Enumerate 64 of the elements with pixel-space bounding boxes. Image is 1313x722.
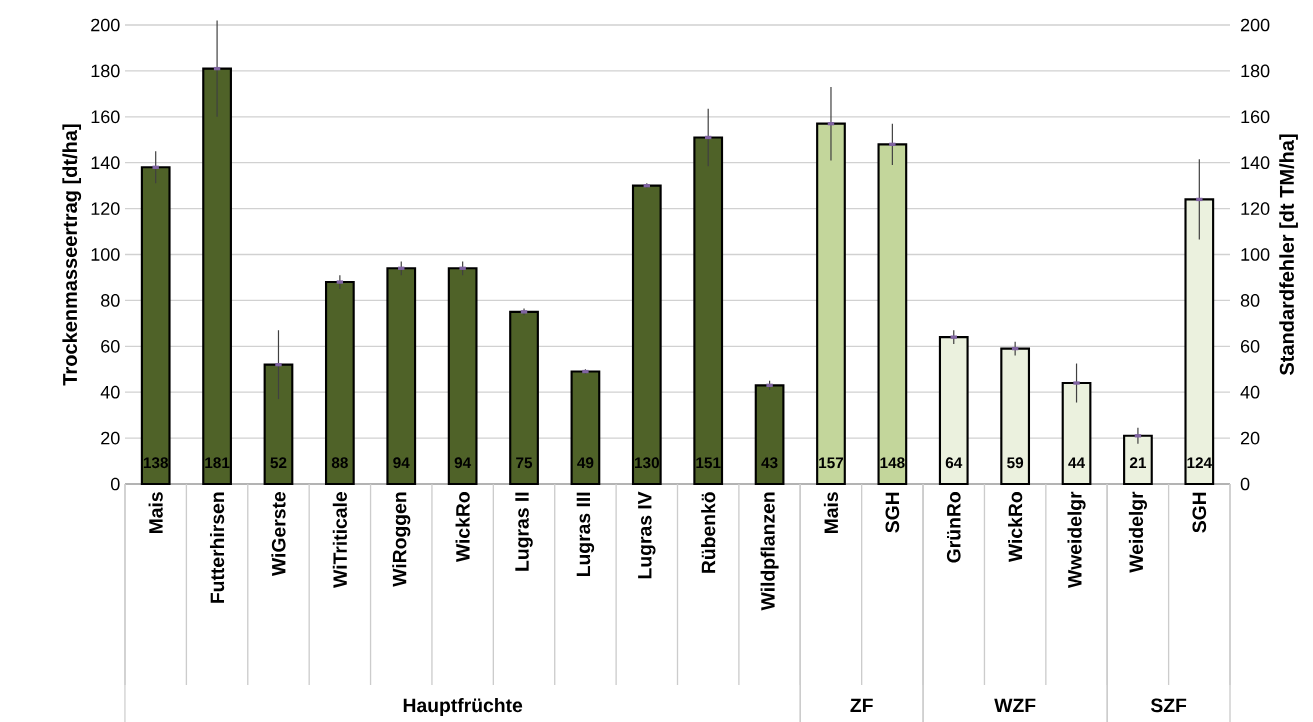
x-tick-label: WiRoggen [392,492,411,587]
text: WZF [994,698,1036,712]
data-label: 130 [634,457,659,469]
y-tick-label: 40 [100,385,120,399]
y2-tick-label: 200 [1240,18,1270,32]
data-label: 88 [331,457,348,469]
y2-tick-label: 80 [1240,294,1260,307]
x-tick-label: Mais [148,492,163,534]
y-axis-title: Trockenmasseertrag [dt/ha] [62,124,82,386]
x-tick-label: Weidelgr [1128,491,1147,573]
y-tick-label: 180 [91,64,120,78]
y-tick-label: 160 [91,110,120,124]
x-tick-label: SGH [1192,492,1207,533]
x-tick-label: WickRo [1008,492,1023,563]
y2-tick-label: 40 [1240,385,1260,399]
y2-axis-title: Standardfehler [dt TM/ha] [1279,134,1298,376]
x-tick-label: WiTriticale [332,492,347,588]
x-tick-label: Lugras III [576,492,595,577]
y-tick-label: 20 [101,431,120,445]
data-label: 44 [1068,457,1085,468]
y-tick-label: 60 [101,339,120,353]
y2-tick-label: 100 [1241,248,1270,261]
data-label: 94 [454,457,472,469]
data-label: 75 [516,457,533,469]
data-label: 59 [1007,457,1024,469]
x-tick-label: Lugras IV [638,491,656,579]
data-label: 49 [577,457,594,469]
data-label: 148 [880,457,905,469]
data-label: 21 [1129,457,1147,468]
x-tick-label: WickRo [455,492,470,563]
y2-tick-label: 140 [1241,156,1270,170]
y2-tick-label: 0 [1240,477,1250,491]
x-tick-label: Mais [823,492,839,534]
y-tick-label: 80 [101,294,120,307]
y-tick-label: 120 [91,202,120,215]
y2-tick-label: 180 [1241,64,1270,78]
x-tick-label: Rübenkö [701,492,716,573]
y-tick-label: 140 [91,156,120,170]
data-label: 181 [205,457,230,469]
data-label: 94 [393,457,410,469]
x-tick-label: Wildpflanzen [760,492,779,611]
y-tick-label: 0 [110,477,120,491]
text: Hauptfrüchte [403,697,523,717]
y-tick-label: 100 [91,248,120,261]
y2-tick-label: 160 [1241,110,1270,124]
x-tick-label: Wweidelgr [1067,491,1086,589]
x-tick-label: WiGerste [271,492,286,577]
data-label: 124 [1187,457,1213,468]
text: ZF [850,698,873,712]
x-tick-label: SGH [885,492,900,533]
data-label: 151 [696,457,721,469]
y2-tick-label: 60 [1240,339,1260,353]
x-tick-label: Lugras II [515,492,533,571]
data-label: 138 [143,457,169,469]
y2-tick-label: 20 [1240,431,1260,445]
y-tick-label: 200 [91,18,120,32]
text: SZF [1150,698,1187,713]
y2-tick-label: 120 [1241,202,1270,215]
data-label: 64 [945,457,963,469]
data-label: 52 [270,457,287,469]
x-tick-label: GrünRo [946,492,961,563]
data-label: 157 [819,457,844,469]
x-tick-label: Futterhirsen [209,492,225,603]
data-label: 43 [761,457,778,469]
